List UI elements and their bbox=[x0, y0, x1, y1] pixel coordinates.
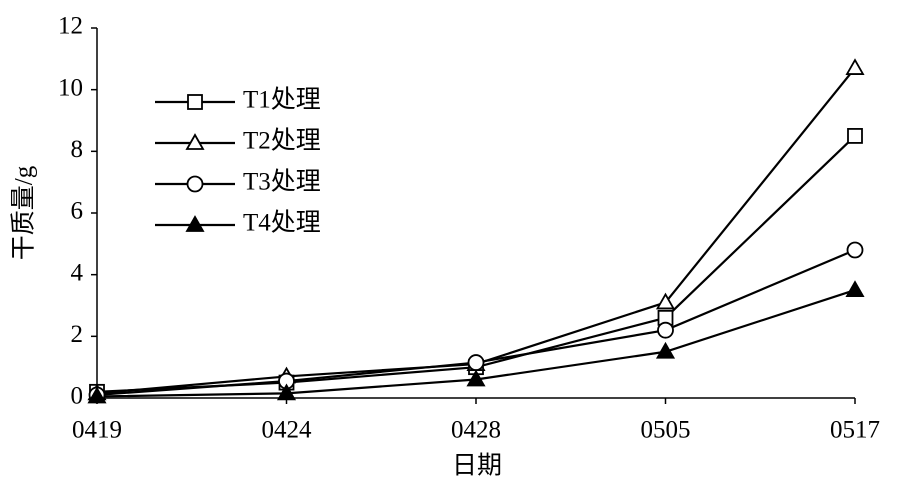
y-axis-label: 干质量/g bbox=[10, 165, 38, 260]
series-line bbox=[96, 67, 856, 395]
x-axis-label: 日期 bbox=[452, 453, 502, 480]
y-tick-label: 12 bbox=[58, 13, 83, 40]
marker bbox=[846, 241, 864, 259]
y-tick-label: 4 bbox=[71, 259, 84, 286]
x-tick-label: 0419 bbox=[72, 417, 122, 444]
series-line bbox=[96, 135, 856, 393]
marker bbox=[185, 133, 205, 150]
legend-label: T4处理 bbox=[243, 209, 321, 237]
y-tick-label: 6 bbox=[71, 198, 84, 225]
marker bbox=[186, 175, 204, 193]
y-tick-label: 0 bbox=[71, 383, 84, 410]
marker bbox=[87, 386, 107, 404]
marker bbox=[655, 292, 676, 310]
legend-label: T3处理 bbox=[243, 168, 321, 196]
marker bbox=[276, 383, 297, 401]
legend-label: T1处理 bbox=[243, 86, 321, 114]
marker bbox=[655, 341, 676, 359]
x-tick-label: 0505 bbox=[641, 417, 691, 444]
marker bbox=[845, 58, 865, 75]
legend-label: T2处理 bbox=[243, 127, 321, 155]
y-tick-label: 2 bbox=[71, 321, 84, 348]
marker bbox=[657, 321, 674, 339]
marker bbox=[845, 280, 865, 297]
marker bbox=[847, 128, 863, 144]
y-tick-label: 8 bbox=[71, 136, 84, 163]
marker bbox=[467, 354, 485, 371]
y-tick-label: 10 bbox=[58, 74, 83, 101]
marker bbox=[185, 215, 205, 232]
x-tick-label: 0424 bbox=[262, 417, 313, 444]
marker bbox=[187, 94, 203, 110]
x-tick-label: 0517 bbox=[830, 417, 880, 444]
x-tick-label: 0428 bbox=[451, 417, 501, 444]
marker bbox=[466, 369, 486, 387]
